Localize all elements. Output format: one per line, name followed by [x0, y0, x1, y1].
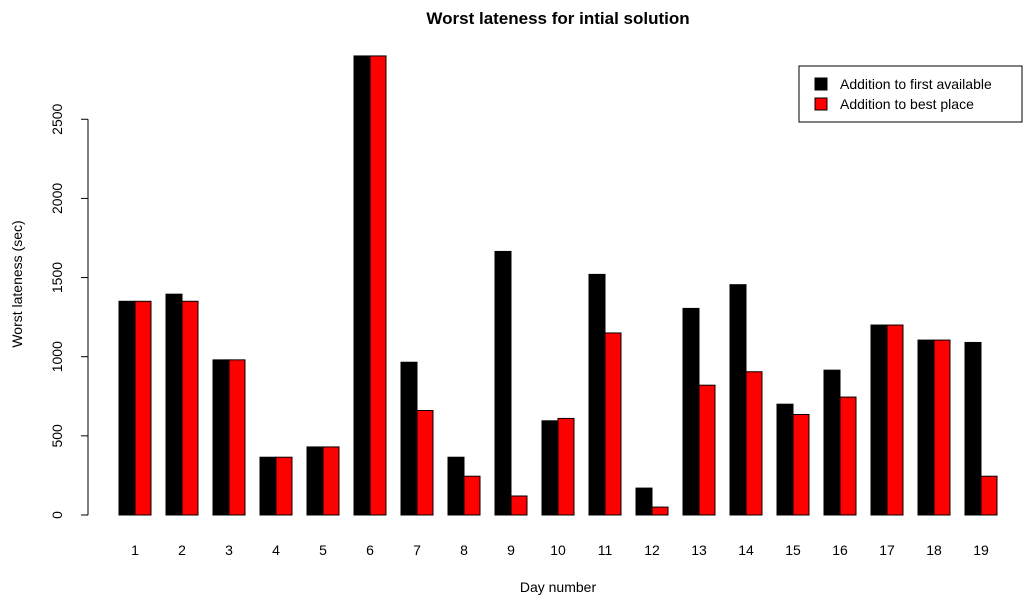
bar-day-11-series-1	[588, 273, 606, 516]
x-tick-label: 5	[319, 542, 327, 558]
bar-day-18-series-2	[933, 339, 951, 516]
bar-day-13-series-1	[682, 307, 700, 516]
bar-day-16-series-2	[839, 396, 857, 516]
bar-day-6-series-2	[369, 55, 387, 516]
legend-label: Addition to best place	[840, 96, 974, 112]
bar-day-8-series-2	[463, 475, 481, 516]
bar-day-16-series-1	[823, 369, 841, 516]
x-tick-label: 19	[973, 542, 989, 558]
bar-day-15-series-2	[792, 413, 810, 516]
bar-day-15-series-1	[776, 403, 794, 516]
x-tick-label: 6	[366, 542, 374, 558]
bar-day-9-series-2	[510, 495, 528, 516]
bar-day-17-series-1	[870, 324, 888, 516]
bar-day-8-series-1	[447, 456, 465, 516]
x-tick-labels: 1 2 3 4 5 6 7 8 9 10 11 12 13 14 15 16 17 18 19	[131, 542, 989, 558]
bar-day-4-series-2	[275, 456, 293, 516]
bar-day-9-series-1	[494, 250, 512, 516]
y-axis-label: Worst lateness (sec)	[9, 220, 25, 347]
bar-day-12-series-1	[635, 487, 653, 516]
bar-day-14-series-2	[745, 371, 763, 516]
bar-day-7-series-2	[416, 410, 434, 516]
legend-box	[798, 65, 1023, 123]
bar-day-3-series-2	[228, 359, 246, 516]
bar-day-18-series-1	[917, 339, 935, 516]
x-tick-label: 13	[691, 542, 707, 558]
x-tick-label: 15	[785, 542, 801, 558]
bar-day-19-series-2	[980, 475, 998, 516]
bar-day-5-series-2	[322, 446, 340, 516]
bar-day-7-series-1	[400, 361, 418, 516]
y-tick-label: 500	[49, 424, 65, 448]
x-tick-label: 7	[413, 542, 421, 558]
bar-day-4-series-1	[259, 456, 277, 516]
bar-day-12-series-2	[651, 506, 669, 516]
x-tick-label: 11	[598, 542, 613, 558]
x-tick-label: 12	[644, 542, 660, 558]
y-tick-label: 1000	[49, 341, 65, 372]
bars-group	[118, 55, 998, 516]
bar-day-14-series-1	[729, 284, 747, 516]
bar-day-1-series-2	[134, 300, 152, 516]
chart-title: Worst lateness for intial solution	[426, 9, 689, 28]
x-tick-label: 9	[507, 542, 515, 558]
bar-day-11-series-2	[604, 332, 622, 516]
bar-day-3-series-1	[212, 359, 230, 516]
x-tick-label: 18	[926, 542, 942, 558]
x-tick-label: 8	[460, 542, 468, 558]
bar-day-19-series-1	[964, 341, 982, 516]
y-tick-label: 2500	[49, 103, 65, 134]
bar-day-6-series-1	[353, 55, 371, 516]
legend-swatch	[814, 77, 828, 91]
x-tick-label: 1	[131, 542, 139, 558]
bar-day-1-series-1	[118, 300, 136, 516]
x-tick-label: 17	[879, 542, 895, 558]
bar-day-10-series-2	[557, 417, 575, 516]
y-axis: 0 500 1000 1500 2000 2500	[49, 103, 89, 519]
bar-day-5-series-1	[306, 446, 324, 516]
bar-day-10-series-1	[541, 420, 559, 516]
x-tick-label: 16	[832, 542, 848, 558]
legend-label: Addition to first available	[840, 76, 992, 92]
y-tick-label: 0	[49, 511, 65, 519]
bar-day-17-series-2	[886, 324, 904, 516]
bar-day-2-series-2	[181, 300, 199, 516]
legend: Addition to first available Addition to b…	[798, 65, 1023, 123]
x-tick-label: 14	[738, 542, 754, 558]
bar-day-2-series-1	[165, 293, 183, 516]
x-tick-label: 4	[272, 542, 280, 558]
x-axis-label: Day number	[520, 579, 597, 595]
x-tick-label: 2	[178, 542, 186, 558]
legend-swatch	[814, 97, 828, 111]
bar-day-13-series-2	[698, 384, 716, 516]
x-tick-label: 3	[225, 542, 233, 558]
y-tick-label: 2000	[49, 183, 65, 214]
y-tick-label: 1500	[49, 262, 65, 293]
x-tick-label: 10	[550, 542, 566, 558]
